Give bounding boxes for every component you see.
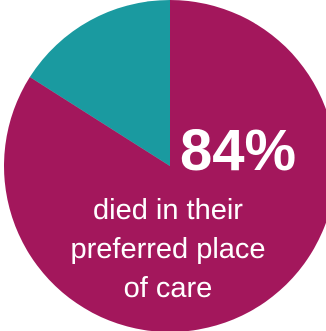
caption-line-1: died in their — [93, 194, 243, 226]
pie-slice-1 — [29, 0, 170, 166]
pie-slices — [4, 0, 326, 331]
caption-line-2: preferred place — [70, 233, 265, 265]
headline-percentage: 84% — [180, 118, 296, 183]
caption-line-3: of care — [124, 272, 213, 304]
pie-slice-0 — [4, 0, 326, 331]
